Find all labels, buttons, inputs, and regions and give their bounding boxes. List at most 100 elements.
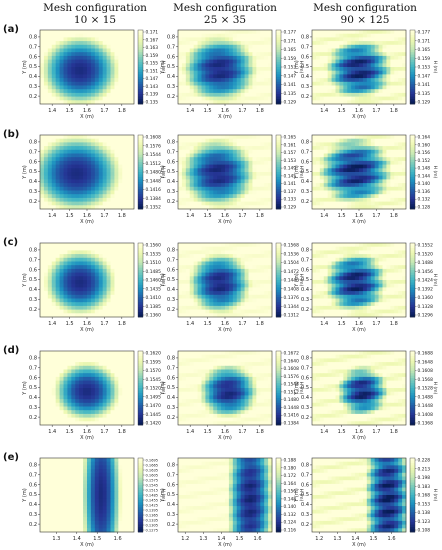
heatmap-cell — [83, 250, 88, 255]
heatmap-cell — [347, 261, 352, 266]
heatmap-cell — [189, 257, 195, 262]
heatmap-cell — [98, 190, 104, 195]
heatmap-cell — [181, 52, 187, 57]
heatmap-cell — [398, 186, 403, 191]
heatmap-cell — [185, 268, 191, 273]
heatmap-cell — [256, 305, 261, 310]
heatmap-cell — [315, 205, 321, 210]
heatmap-cell — [90, 55, 96, 60]
heatmap-cell — [398, 142, 403, 147]
heatmap-cell — [351, 283, 356, 288]
heatmap-cell — [312, 168, 317, 173]
heatmap-cell — [59, 280, 64, 285]
heatmap-cell — [110, 96, 115, 101]
heatmap-cell — [79, 175, 84, 180]
heatmap-cell — [359, 276, 364, 281]
heatmap-cell — [63, 149, 68, 154]
heatmap-cell — [71, 302, 76, 307]
heatmap-cell — [366, 100, 372, 105]
heatmap-cell — [362, 175, 368, 180]
colorbar-swatch — [138, 307, 143, 310]
heatmap-cell — [40, 261, 45, 266]
heatmap-cell — [114, 175, 119, 180]
heatmap-cell — [240, 201, 245, 206]
heatmap-cell — [268, 175, 273, 180]
heatmap-cell — [228, 37, 234, 42]
heatmap-cell — [331, 100, 336, 105]
heatmap-cell — [201, 268, 206, 273]
heatmap-cell — [398, 149, 403, 154]
heatmap-cell — [102, 172, 107, 177]
heatmap-cell — [47, 41, 53, 46]
heatmap-cell — [201, 67, 206, 72]
colorbar-swatch — [138, 71, 143, 75]
heatmap-cell — [63, 164, 68, 169]
heatmap-cell — [343, 48, 348, 53]
heatmap-cell — [260, 157, 265, 162]
heatmap-cell — [110, 149, 115, 154]
heatmap-cell — [87, 164, 92, 169]
heatmap-cell — [331, 37, 336, 42]
heatmap-cell — [394, 138, 399, 143]
colorbar-tick-label: 0.141 — [284, 181, 297, 187]
heatmap-cell — [59, 146, 64, 151]
heatmap-cell — [71, 96, 76, 101]
x-tick-label: 1.6 — [83, 108, 91, 114]
heatmap-cell — [390, 63, 395, 68]
heatmap-cell — [185, 201, 191, 206]
heatmap-cell — [83, 55, 88, 60]
heatmap-cell — [87, 100, 92, 105]
heatmap-cell — [94, 153, 100, 158]
heatmap-cell — [55, 59, 60, 64]
heatmap-cell — [323, 250, 329, 255]
colorbar-tick-label: 0.1472 — [284, 269, 300, 275]
heatmap-cell — [221, 302, 226, 307]
heatmap-cell — [312, 254, 317, 259]
heatmap-cell — [43, 194, 49, 199]
heatmap-cell — [98, 70, 104, 75]
heatmap-cell — [55, 44, 60, 49]
heatmap-cell — [366, 172, 372, 177]
heatmap-cell — [87, 298, 92, 303]
heatmap-cell — [43, 146, 49, 151]
colorbar-swatch — [138, 282, 143, 286]
heatmap-cell — [87, 146, 92, 151]
heatmap-cell — [114, 59, 119, 64]
y-tick-label: 0.8 — [301, 35, 309, 41]
heatmap-cell — [252, 63, 257, 68]
heatmap-cell — [79, 257, 84, 262]
heatmap-cell — [205, 175, 210, 180]
heatmap-cell — [71, 265, 76, 270]
heatmap-cell — [55, 142, 60, 147]
heatmap-cell — [343, 190, 348, 195]
heatmap-cell — [67, 194, 72, 199]
heatmap-cell — [370, 205, 376, 210]
heatmap-cell — [83, 172, 88, 177]
heatmap-cell — [126, 283, 131, 288]
heatmap-cell — [374, 313, 379, 318]
heatmap-cell — [315, 67, 321, 72]
heatmap-cell — [213, 201, 218, 206]
heatmap-cell — [236, 294, 242, 299]
heatmap-cell — [47, 55, 53, 60]
heatmap-cell — [94, 59, 100, 64]
heatmap-cell — [201, 168, 206, 173]
heatmap-cell — [323, 280, 329, 285]
heatmap-cell — [67, 164, 72, 169]
heatmap-cell — [398, 190, 403, 195]
heatmap-cell — [185, 305, 191, 310]
heatmap-cell — [189, 276, 195, 281]
heatmap-cell — [319, 186, 325, 191]
heatmap-cell — [67, 92, 72, 97]
heatmap-cell — [51, 298, 57, 303]
heatmap-cell — [394, 30, 399, 35]
heatmap-cell — [260, 302, 265, 307]
heatmap-cell — [55, 298, 60, 303]
heatmap-cell — [47, 243, 53, 248]
colorbar-swatch — [276, 34, 281, 38]
heatmap-cell — [225, 280, 230, 285]
heatmap-cell — [339, 135, 344, 140]
y-tick-label: 0.8 — [29, 248, 37, 254]
heatmap-cell — [366, 92, 372, 97]
heatmap-cell — [390, 146, 395, 151]
